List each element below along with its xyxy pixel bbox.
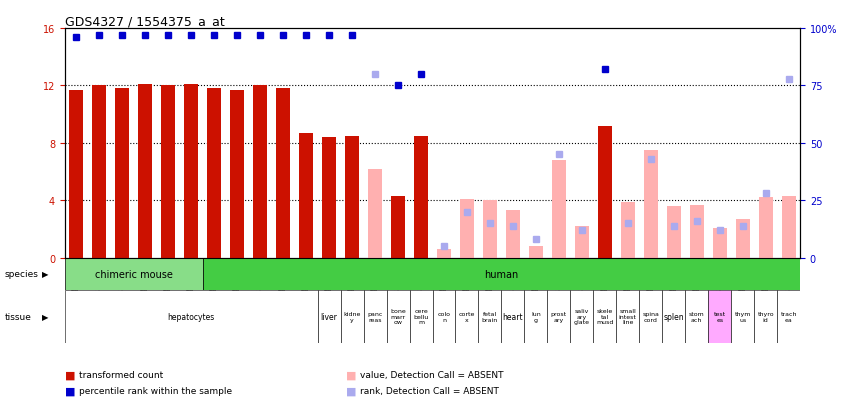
- Text: liver: liver: [321, 312, 337, 321]
- Bar: [322, 138, 336, 258]
- Text: thym
us: thym us: [734, 311, 751, 322]
- Bar: [593, 290, 616, 343]
- Bar: [253, 86, 267, 258]
- Bar: [65, 258, 202, 290]
- Text: splen: splen: [663, 312, 684, 321]
- Bar: [759, 198, 772, 258]
- Bar: [115, 89, 129, 258]
- Bar: [432, 290, 456, 343]
- Text: tissue: tissue: [4, 312, 31, 321]
- Text: ■: ■: [346, 385, 356, 395]
- Bar: [69, 90, 83, 258]
- Bar: [575, 227, 589, 258]
- Bar: [667, 206, 681, 258]
- Bar: [363, 290, 387, 343]
- Bar: [460, 199, 474, 258]
- Text: heart: heart: [503, 312, 523, 321]
- Text: transformed count: transformed count: [79, 370, 163, 379]
- Text: species: species: [4, 270, 38, 278]
- Bar: [162, 86, 175, 258]
- Bar: [552, 161, 566, 258]
- Text: cere
bellu
m: cere bellu m: [413, 308, 429, 325]
- Bar: [663, 290, 685, 343]
- Text: corte
x: corte x: [458, 311, 475, 322]
- Bar: [754, 290, 777, 343]
- Bar: [690, 205, 703, 258]
- Bar: [317, 290, 341, 343]
- Bar: [368, 169, 382, 258]
- Text: GDS4327 / 1554375_a_at: GDS4327 / 1554375_a_at: [65, 15, 225, 28]
- Text: colo
n: colo n: [438, 311, 451, 322]
- Bar: [437, 249, 451, 258]
- Bar: [478, 290, 502, 343]
- Bar: [456, 290, 478, 343]
- Bar: [341, 290, 363, 343]
- Bar: [387, 290, 409, 343]
- Bar: [598, 126, 612, 258]
- Bar: [621, 202, 635, 258]
- Text: rank, Detection Call = ABSENT: rank, Detection Call = ABSENT: [360, 386, 499, 395]
- Text: saliv
ary
glate: saliv ary glate: [573, 308, 590, 325]
- Bar: [65, 290, 317, 343]
- Bar: [483, 201, 497, 258]
- Text: ▶: ▶: [42, 312, 48, 321]
- Text: ■: ■: [65, 385, 75, 395]
- Bar: [276, 89, 290, 258]
- Bar: [138, 85, 152, 258]
- Bar: [184, 85, 198, 258]
- Bar: [713, 228, 727, 258]
- Text: chimeric mouse: chimeric mouse: [95, 269, 173, 279]
- Bar: [409, 290, 432, 343]
- Bar: [782, 197, 796, 258]
- Text: thyro
id: thyro id: [758, 311, 774, 322]
- Bar: [731, 290, 754, 343]
- Text: value, Detection Call = ABSENT: value, Detection Call = ABSENT: [360, 370, 503, 379]
- Bar: [414, 136, 428, 258]
- Text: skele
tal
musd: skele tal musd: [596, 308, 613, 325]
- Text: lun
g: lun g: [531, 311, 541, 322]
- Bar: [685, 290, 708, 343]
- Bar: [208, 89, 221, 258]
- Text: hepatocytes: hepatocytes: [168, 312, 215, 321]
- Text: trach
ea: trach ea: [780, 311, 797, 322]
- Text: fetal
brain: fetal brain: [482, 311, 498, 322]
- Text: stom
ach: stom ach: [689, 311, 705, 322]
- Bar: [639, 290, 663, 343]
- Text: prost
ary: prost ary: [551, 311, 567, 322]
- Text: spina
cord: spina cord: [643, 311, 659, 322]
- Text: bone
marr
ow: bone marr ow: [390, 308, 406, 325]
- Bar: [736, 219, 750, 258]
- Bar: [548, 290, 570, 343]
- Bar: [708, 290, 731, 343]
- Bar: [391, 197, 405, 258]
- Text: kidne
y: kidne y: [343, 311, 361, 322]
- Text: human: human: [484, 269, 518, 279]
- Bar: [529, 247, 543, 258]
- Text: test
es: test es: [714, 311, 726, 322]
- Bar: [502, 290, 524, 343]
- Text: panc
reas: panc reas: [368, 311, 382, 322]
- Text: small
intest
line: small intest line: [618, 308, 637, 325]
- Bar: [299, 133, 313, 258]
- Bar: [644, 151, 657, 258]
- Bar: [506, 211, 520, 258]
- Text: ■: ■: [65, 370, 75, 380]
- Bar: [93, 86, 106, 258]
- Bar: [230, 90, 244, 258]
- Bar: [777, 290, 800, 343]
- Text: percentile rank within the sample: percentile rank within the sample: [79, 386, 232, 395]
- Text: ■: ■: [346, 370, 356, 380]
- Bar: [570, 290, 593, 343]
- Bar: [524, 290, 548, 343]
- Bar: [616, 290, 639, 343]
- Bar: [202, 258, 800, 290]
- Bar: [345, 136, 359, 258]
- Text: ▶: ▶: [42, 270, 48, 278]
